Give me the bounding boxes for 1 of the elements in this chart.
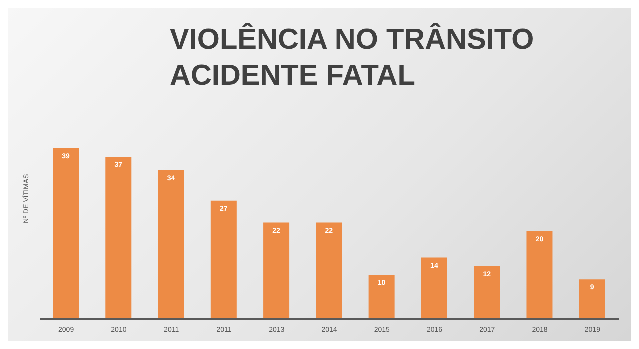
- chart-title: VIOLÊNCIA NO TRÂNSITO ACIDENTE FATAL: [170, 22, 534, 94]
